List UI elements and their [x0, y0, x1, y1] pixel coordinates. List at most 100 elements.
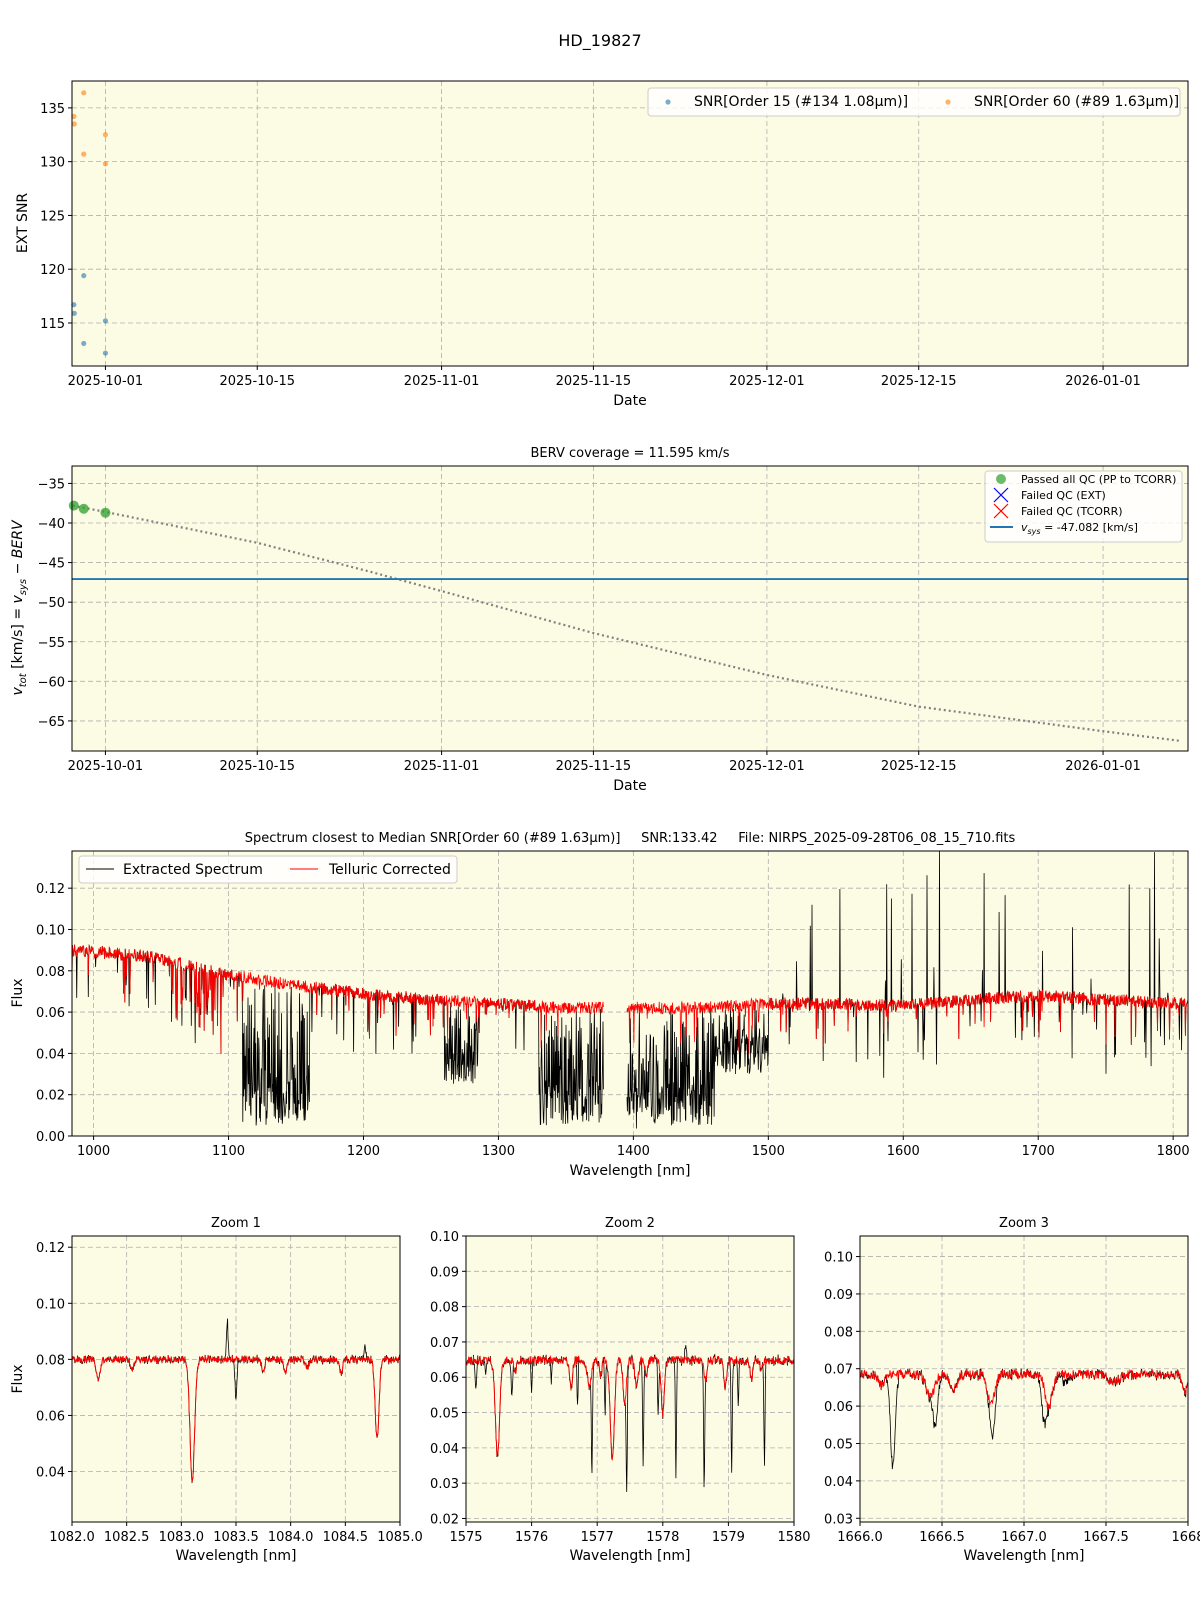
zoom1-ytick-label: 0.06 [36, 1409, 65, 1424]
legend-extracted-label: Extracted Spectrum [123, 862, 263, 878]
zoom3-grid [859, 1236, 1189, 1522]
snr-plot-area [72, 81, 1188, 366]
zoom3-lines [860, 1368, 1188, 1470]
zoom1-lines [72, 1318, 400, 1483]
spectrum-legend-box [78, 855, 458, 884]
zoom1-ytick-label: 0.12 [36, 1241, 65, 1256]
snr-point-order60 [71, 113, 77, 120]
telluric-corrected-line [72, 944, 1188, 1055]
spectrum-xtick-label: 1600 [887, 1144, 920, 1159]
zoom1-xtick-label: 1082.0 [49, 1530, 95, 1545]
snr-point-order60 [102, 161, 109, 167]
spectrum-ytick-label: 0.08 [36, 965, 65, 980]
spectrum-xtick-label: 1800 [1157, 1144, 1190, 1159]
snr-ylabel: EXT SNR [15, 193, 31, 254]
snr-ytick-label: 115 [40, 317, 65, 332]
berv-legend-box [984, 470, 1183, 543]
zoom1-ytick-label: 0.04 [36, 1466, 65, 1481]
snr-legend-label-order60: SNR[Order 60 (#89 1.63μm)] [974, 94, 1179, 110]
zoom2-lines [466, 1345, 794, 1493]
zoom2-ytick-label: 0.10 [430, 1230, 459, 1245]
spectrum-xtick-label: 1400 [617, 1144, 650, 1159]
legend-vsys-label: vsys = -47.082 [km/s] [1021, 521, 1138, 536]
zoom3-xlabel: Wavelength [nm] [964, 1548, 1085, 1564]
berv-title: BERV coverage = 11.595 km/s [531, 446, 730, 461]
zoom2-frame [465, 1235, 795, 1523]
snr-ytick-label: 125 [40, 209, 65, 224]
berv-ticks: 2025-10-01 2025-10-15 2025-11-01 2025-11-15… [38, 477, 1141, 774]
snr-legend-marker-order60 [945, 99, 951, 105]
berv-frame [71, 465, 1189, 752]
snr-xtick-label: 2025-10-15 [219, 374, 295, 389]
zoom1-xtick-label: 1083.5 [213, 1530, 259, 1545]
spectrum-ytick-label: 0.04 [36, 1047, 65, 1062]
zoom1-xtick-label: 1084.0 [268, 1530, 314, 1545]
zoom1-xtick-label: 1085.0 [377, 1530, 423, 1545]
snr-xtick-label: 2026-01-01 [1065, 374, 1141, 389]
zoom3-title: Zoom 3 [999, 1216, 1049, 1231]
berv-ytick-label: −55 [38, 636, 65, 651]
snr-legend-marker-order15 [665, 99, 671, 105]
zoom1-xtick-label: 1084.5 [323, 1530, 369, 1545]
zoom2-xlabel: Wavelength [nm] [570, 1548, 691, 1564]
spectrum-xtick-label: 1200 [347, 1144, 380, 1159]
legend-passed-label: Passed all QC (PP to TCORR) [1021, 473, 1176, 486]
zoom2-plot-area [466, 1236, 794, 1522]
snr-xtick-label: 2025-11-15 [556, 374, 632, 389]
zoom3-ytick-label: 0.07 [824, 1363, 853, 1378]
snr-point-order15 [102, 350, 109, 356]
snr-point-order15 [102, 318, 109, 324]
zoom1-ylabel: Flux [10, 1364, 26, 1393]
zoom2-ticks: 1575 1576 1577 1578 1579 1580 0.02 0.03 0.04 0.05… [430, 1230, 811, 1545]
berv-xtick-label: 2025-10-01 [68, 759, 144, 774]
spectrum-ticks: 1000 1100 1200 1300 1400 1500 1600 1700 1800 0.00… [36, 882, 1190, 1159]
snr-panel: 2025-10-01 2025-10-15 2025-11-01 2025-11-15… [15, 80, 1189, 409]
zoom1-telluric-line [72, 1354, 400, 1482]
zoom3-ytick-label: 0.04 [824, 1475, 853, 1490]
legend-telluric-label: Telluric Corrected [328, 862, 451, 878]
legend-passed-marker [996, 474, 1006, 484]
berv-ytick-label: −40 [38, 517, 65, 532]
berv-ytick-label: −35 [38, 477, 65, 492]
zoom2-ytick-label: 0.07 [430, 1336, 459, 1351]
berv-xtick-label: 2025-12-01 [729, 759, 805, 774]
berv-ytick-label: −65 [38, 715, 65, 730]
zoom2-xtick-label: 1578 [646, 1530, 679, 1545]
zoom1-xtick-label: 1082.5 [104, 1530, 150, 1545]
berv-xtick-label: 2026-01-01 [1065, 759, 1141, 774]
snr-point-order15 [71, 310, 77, 316]
legend-failed-tcorr-label: Failed QC (TCORR) [1021, 505, 1123, 518]
zoom2-ytick-label: 0.02 [430, 1512, 459, 1527]
zoom3-ytick-label: 0.03 [824, 1512, 853, 1527]
berv-ytick-label: −60 [38, 675, 65, 690]
snr-legend-label-order15: SNR[Order 15 (#134 1.08μm)] [694, 94, 908, 110]
snr-ytick-label: 120 [40, 263, 65, 278]
spectrum-frame [71, 850, 1189, 1137]
berv-xtick-label: 2025-12-15 [881, 759, 957, 774]
zoom1-xlabel: Wavelength [nm] [176, 1548, 297, 1564]
zoom1-xtick-label: 1083.0 [159, 1530, 205, 1545]
zoom2-ytick-label: 0.06 [430, 1371, 459, 1386]
snr-points [71, 90, 109, 356]
berv-passed-point [100, 507, 111, 518]
zoom3-ytick-label: 0.10 [824, 1251, 853, 1266]
zoom2-xtick-label: 1579 [712, 1530, 745, 1545]
berv-data [68, 500, 1188, 742]
zoom3-ytick-label: 0.05 [824, 1437, 853, 1452]
berv-xtick-label: 2025-10-15 [219, 759, 295, 774]
snr-point-order15 [81, 273, 87, 279]
snr-xtick-label: 2025-10-01 [68, 374, 144, 389]
berv-xtick-label: 2025-11-01 [404, 759, 480, 774]
snr-point-order60 [81, 151, 87, 157]
zoom3-ytick-label: 0.06 [824, 1400, 853, 1415]
spectrum-title: Spectrum closest to Median SNR[Order 60 … [245, 831, 1016, 846]
spectrum-xtick-label: 1300 [482, 1144, 515, 1159]
snr-xtick-label: 2025-12-01 [729, 374, 805, 389]
zoom3-xtick-label: 1667.5 [1083, 1530, 1129, 1545]
snr-point-order60 [71, 121, 77, 127]
berv-xtick-label: 2025-11-15 [556, 759, 632, 774]
spectrum-ytick-label: 0.02 [36, 1089, 65, 1104]
snr-ticks: 2025-10-01 2025-10-15 2025-11-01 2025-11-15… [40, 102, 1141, 389]
zoom1-panel: Zoom 1 1082.0 1082.5 1083.0 1083.5 1084.0 108… [10, 1216, 423, 1564]
